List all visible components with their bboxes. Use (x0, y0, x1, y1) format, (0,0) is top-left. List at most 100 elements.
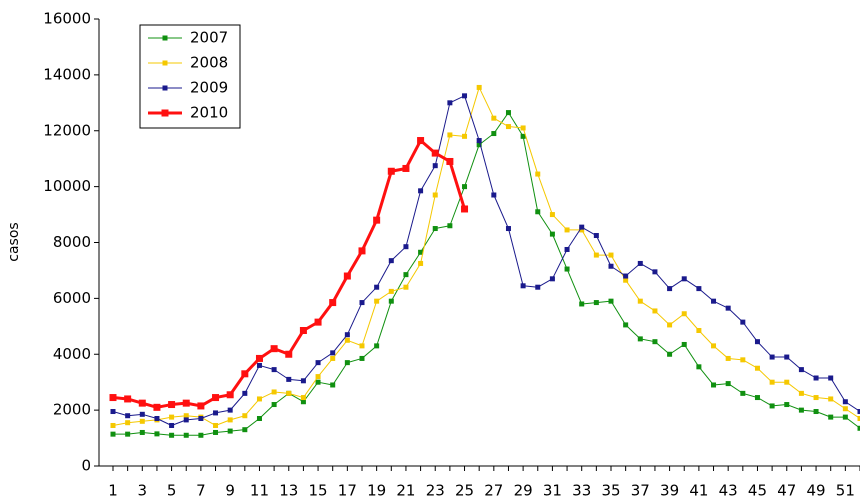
point (110, 409, 116, 415)
point (857, 409, 860, 415)
point (286, 390, 292, 396)
point (711, 343, 717, 349)
point (138, 399, 146, 407)
point (168, 401, 176, 409)
legend-marker (162, 60, 168, 66)
point (798, 407, 804, 413)
legend-label: 2010 (190, 104, 228, 122)
y-tick-label: 6000 (53, 289, 91, 307)
series-line (113, 112, 860, 436)
y-tick-label: 2000 (53, 401, 91, 419)
point (300, 399, 306, 405)
point (711, 382, 717, 388)
point (374, 343, 380, 349)
point (271, 402, 277, 408)
point (637, 260, 643, 266)
x-tick-label: 43 (719, 482, 738, 499)
legend-marker (162, 85, 168, 91)
series-line (112, 95, 860, 426)
point (388, 258, 394, 264)
point (154, 431, 160, 437)
point (255, 354, 263, 362)
legend-label: 2008 (190, 54, 228, 72)
legend-label: 2007 (190, 29, 228, 47)
point (813, 409, 819, 415)
legend-box (139, 24, 241, 129)
point (725, 305, 731, 311)
x-tick-label: 19 (367, 482, 386, 499)
point (769, 354, 775, 360)
point (314, 318, 322, 326)
point (725, 381, 731, 387)
x-tick-label: 47 (777, 482, 796, 499)
point (359, 355, 365, 361)
point (652, 269, 658, 275)
point (330, 355, 336, 361)
point (388, 298, 394, 304)
point (402, 164, 410, 172)
point (549, 212, 555, 218)
point (197, 402, 205, 410)
x-tick-label: 29 (514, 482, 533, 499)
point (343, 272, 351, 280)
x-tick-label: 11 (250, 482, 269, 499)
point (564, 227, 570, 233)
point (183, 432, 189, 438)
point (667, 351, 673, 357)
point (358, 247, 366, 255)
point (447, 100, 453, 106)
x-tick-label: 49 (807, 482, 826, 499)
point (256, 416, 262, 422)
point (227, 417, 233, 423)
point (462, 93, 468, 99)
point (403, 272, 409, 278)
point (491, 192, 497, 198)
point (213, 429, 219, 435)
point (139, 418, 145, 424)
point (462, 184, 468, 190)
point (505, 226, 511, 232)
point (798, 390, 804, 396)
point (608, 298, 614, 304)
point (491, 115, 497, 121)
point (226, 391, 234, 399)
point (388, 288, 394, 294)
point (857, 416, 860, 422)
point (387, 167, 395, 175)
point (462, 133, 468, 139)
point (242, 427, 248, 433)
point (359, 343, 365, 349)
point (608, 263, 614, 269)
point (139, 429, 145, 435)
point (549, 276, 555, 282)
legend-label: 2009 (190, 79, 228, 97)
y-tick-label: 10000 (43, 177, 91, 195)
point (520, 125, 526, 131)
point (213, 422, 219, 428)
point (285, 350, 293, 358)
point (418, 188, 424, 194)
point (476, 138, 482, 144)
point (637, 336, 643, 342)
x-tick-label: 45 (748, 482, 767, 499)
x-tick-label: 9 (225, 482, 235, 499)
point (711, 298, 717, 304)
point (431, 149, 439, 157)
point (754, 395, 760, 401)
point (798, 367, 804, 373)
point (652, 339, 658, 345)
point (154, 416, 160, 422)
x-tick-label: 13 (279, 482, 298, 499)
x-tick-label: 17 (338, 482, 357, 499)
point (418, 260, 424, 266)
x-tick-label: 1 (108, 482, 118, 499)
point (198, 416, 204, 422)
point (740, 319, 746, 325)
point (299, 327, 307, 335)
x-tick-label: 39 (660, 482, 679, 499)
point (256, 362, 262, 368)
point (212, 394, 220, 402)
point (828, 396, 834, 402)
point (637, 298, 643, 304)
point (169, 422, 175, 428)
